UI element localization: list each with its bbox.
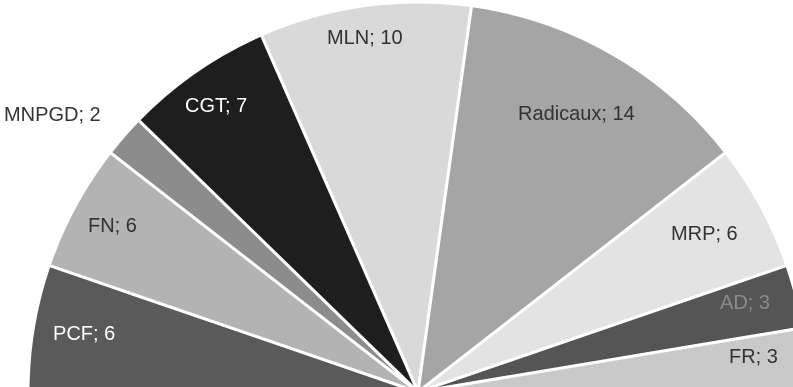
slice-label-pcf: PCF; 6 bbox=[53, 323, 115, 345]
chart-labels: PCF; 6 FN; 6 MNPGD; 2 CGT; 7 MLN; 10 Radicaux… bbox=[4, 27, 778, 368]
slice-label-mnpgd: MNPGD; 2 bbox=[4, 104, 101, 126]
slice-ad bbox=[427, 263, 793, 387]
slice-label-radicaux: Radicaux; 14 bbox=[518, 103, 635, 125]
chart-slices bbox=[26, 0, 793, 387]
slice-label-mrp: MRP; 6 bbox=[671, 223, 738, 245]
slice-cgt bbox=[136, 33, 418, 387]
slice-label-ad: AD; 3 bbox=[720, 292, 770, 314]
slice-mln bbox=[259, 0, 474, 387]
slice-radicaux bbox=[417, 4, 728, 387]
slice-fr bbox=[438, 327, 793, 387]
slice-label-mln: MLN; 10 bbox=[327, 27, 403, 49]
slice-label-cgt: CGT; 7 bbox=[185, 95, 247, 117]
slice-label-fn: FN; 6 bbox=[88, 215, 137, 237]
slice-label-fr: FR; 3 bbox=[729, 346, 778, 368]
